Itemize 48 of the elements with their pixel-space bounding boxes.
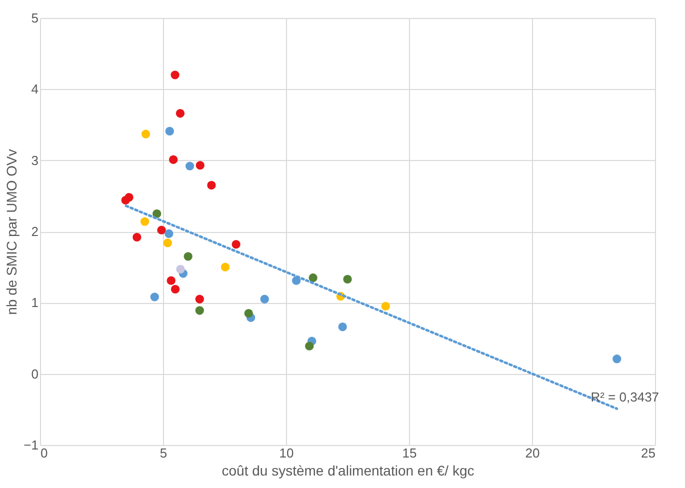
point (124, 193, 134, 202)
point (150, 292, 159, 302)
y-axis-title: nb de SMIC par UMO OVv (4, 149, 20, 315)
y-tick-label: 1 (31, 295, 38, 310)
x-tick-label: 0 (40, 446, 48, 460)
point (195, 306, 204, 315)
y-tick-label: 2 (31, 224, 38, 239)
point (169, 155, 178, 164)
point (308, 273, 318, 282)
x-tick-label: 5 (160, 446, 168, 460)
point (343, 274, 352, 284)
point (185, 162, 194, 170)
x-tick-label: 20 (525, 446, 540, 460)
point (244, 309, 253, 318)
y-tick-label: 5 (31, 10, 38, 26)
point (152, 209, 162, 218)
y-tick-label: 4 (31, 82, 38, 97)
point (165, 126, 174, 136)
point (338, 322, 347, 332)
y-tick-label: 3 (31, 152, 38, 168)
x-tick-label: 25 (641, 446, 656, 460)
point (141, 130, 150, 138)
point (292, 276, 301, 285)
y-tick-label: −1 (24, 438, 38, 452)
point (196, 160, 204, 170)
point (157, 226, 166, 234)
x-tick-label: 10 (279, 446, 294, 460)
point (305, 342, 314, 350)
point (207, 180, 216, 190)
point (612, 354, 622, 364)
point (176, 264, 185, 274)
point (163, 238, 172, 248)
y-tick-label: 0 (31, 366, 38, 382)
point (132, 232, 142, 242)
point (232, 240, 240, 249)
point (140, 217, 150, 226)
point (170, 284, 180, 294)
point (260, 294, 269, 304)
point (381, 302, 390, 311)
x-axis-title: coût du système d'alimentation en €/ kgc (222, 462, 474, 478)
point (184, 252, 192, 261)
point (195, 294, 204, 304)
point (170, 70, 180, 80)
point (176, 109, 185, 118)
point (166, 276, 176, 285)
point (220, 262, 230, 272)
x-tick-label: 15 (402, 446, 417, 460)
point (164, 229, 174, 238)
